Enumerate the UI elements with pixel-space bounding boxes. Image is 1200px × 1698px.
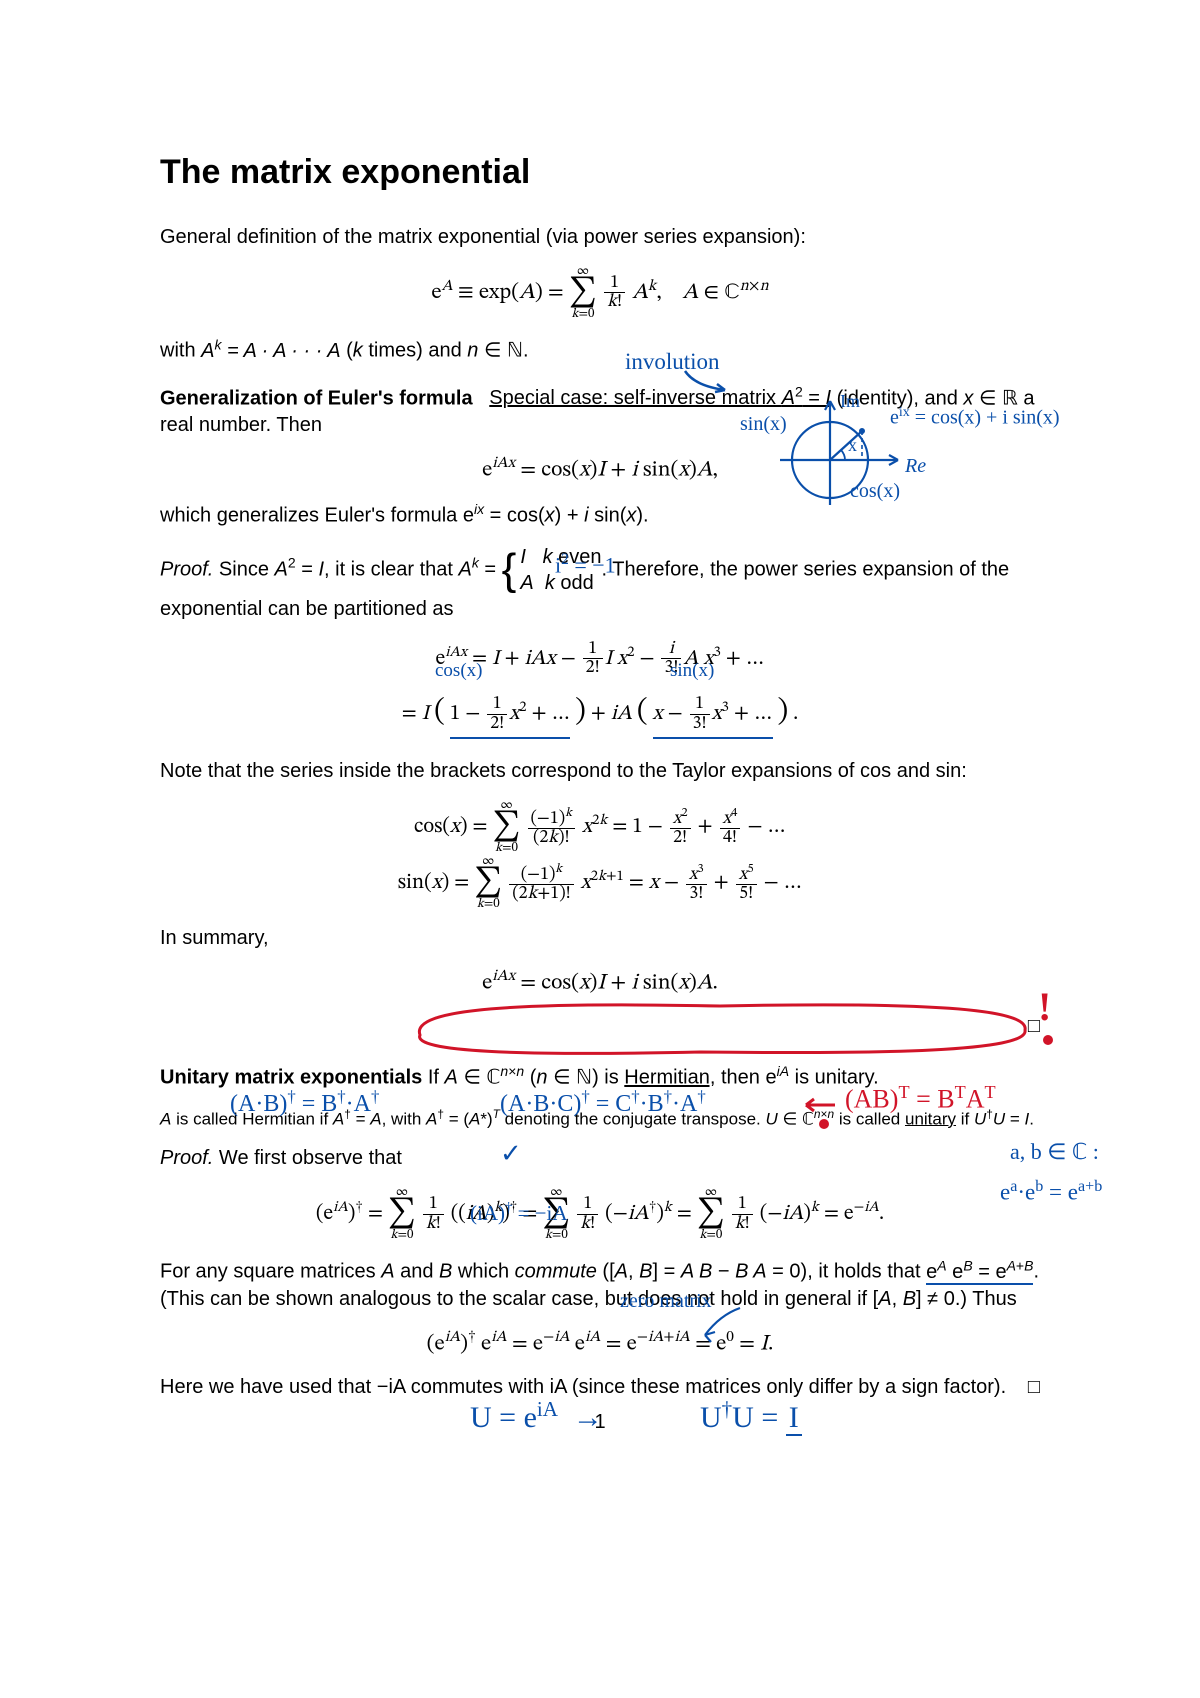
intro-line: General definition of the matrix exponen… (160, 224, 1040, 251)
euler-generalize: which generalizes Euler's formula eix = … (160, 500, 1040, 530)
summary-label: In summary, (160, 925, 1040, 952)
euler-tail1: (identity), and (831, 387, 963, 409)
unitary-claim: Unitary matrix exponentials If A ∈ ℂn×n … (160, 1062, 1040, 1092)
with-prefix: with (160, 340, 201, 362)
proof2-pre: We first observe that (219, 1147, 402, 1169)
eq-dagger: (eiA)† = ∞∑k=0 1k! ((iA)k)† = ∞∑k=0 1k! … (160, 1186, 1040, 1242)
uc-mid3: then (721, 1067, 765, 1089)
with-math2: n (467, 340, 478, 362)
euler-header: Generalization of Euler's formula (160, 387, 473, 409)
qed-1: □ (160, 1013, 1040, 1040)
hermitian-note: A is called Hermitian if A† = A, with A†… (160, 1106, 1040, 1132)
with-math1: Ak = A · A · · · A (201, 340, 340, 362)
eq-definition: eA ≡ exp(A) = ∞∑k=0 1k! Ak, A ∈ ℂn×n (160, 265, 1040, 321)
commute-italic: commute (515, 1261, 597, 1283)
cases: I k even A k odd (520, 544, 601, 596)
proof1: Proof. Since A2 = I, it is clear that Ak… (160, 544, 1040, 623)
proof-label: Proof. (160, 558, 213, 580)
uc-end: is unitary. (789, 1067, 879, 1089)
proof-label-2: Proof. (160, 1147, 213, 1169)
uc-herm: Hermitian, (624, 1067, 715, 1089)
closing-text: Here we have used that −iA commutes with… (160, 1376, 1006, 1398)
eq-summary: eiAx = cos(x)I + i sin(x)A. (160, 966, 1040, 999)
uc-pre: If (428, 1067, 445, 1089)
unitary-header: Unitary matrix exponentials (160, 1067, 422, 1089)
page-title: The matrix exponential (160, 150, 1040, 196)
commute-para: For any square matrices A and B which co… (160, 1256, 1040, 1313)
eq-series: eiAx = I + iAx − 12!I x2 − i3!A x3 + … =… (160, 637, 1040, 744)
page-root: The matrix exponential General definitio… (0, 0, 1200, 1698)
red-dot-icon (1040, 1032, 1060, 1052)
note-taylor: Note that the series inside the brackets… (160, 758, 1040, 785)
qed-2: □ (1028, 1374, 1040, 1401)
proof1-pre: Since (219, 558, 275, 580)
eq-euler-matrix: eiAx = cos(x)I + i sin(x)A, (160, 453, 1040, 486)
euler-gen-end: . (643, 505, 649, 527)
with-end: . (523, 340, 529, 362)
brace-icon: { (502, 552, 517, 587)
proof2-intro: Proof. We first observe that (160, 1145, 1040, 1172)
unitary-word: unitary (905, 1109, 956, 1128)
euler-gen-pre: which generalizes Euler's formula (160, 505, 463, 527)
eq-cos-sin: cos(x) = ∞∑k=0 (−1)k(2k)! x2k = 1 − x22!… (160, 799, 1040, 911)
closing: Here we have used that −iA commutes with… (160, 1374, 1040, 1401)
with-line: with Ak = A · A · · · A (k times) and n … (160, 335, 1040, 365)
uc-mid2: is (599, 1067, 625, 1089)
eq-final: (eiA)† eiA = e−iA eiA = e−iA+iA = e0 = I… (160, 1327, 1040, 1360)
euler-header-line: Generalization of Euler's formula Specia… (160, 383, 1040, 440)
euler-special: Special case: self-inverse matrix A2 = I (489, 387, 831, 409)
page-number: 1 (0, 1409, 1200, 1436)
proof1-mid: , it is clear that (324, 558, 459, 580)
with-mid: (k times) and (346, 340, 467, 362)
